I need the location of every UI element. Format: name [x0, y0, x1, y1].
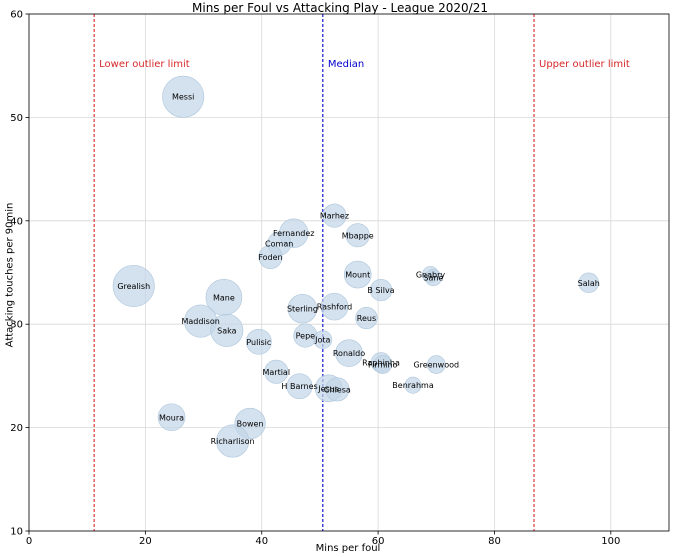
data-point-label: Mane [213, 293, 235, 302]
y-axis-label: Attacking touches per 90min [4, 202, 16, 348]
data-point-label: Rashford [317, 303, 352, 312]
data-point [216, 424, 250, 458]
data-point-label: Benrahma [392, 381, 434, 390]
x-tick-label: 20 [139, 536, 152, 547]
data-point [426, 355, 446, 374]
data-point [343, 260, 372, 289]
reference-line-label: Upper outlier limit [539, 59, 630, 70]
data-point-label: Martial [262, 368, 290, 377]
data-point-label: Moura [159, 413, 184, 422]
x-tick-label: 80 [488, 536, 501, 547]
data-point-label: Greenwood [413, 361, 459, 370]
data-point [404, 376, 422, 394]
data-point [287, 293, 318, 324]
data-point [345, 223, 370, 248]
y-tick-label: 30 [10, 320, 23, 331]
data-point-label: Marhez [320, 212, 349, 221]
y-tick-label: 10 [10, 527, 23, 538]
data-point-label: H Barnes [281, 382, 317, 391]
y-tick-label: 40 [10, 216, 23, 227]
y-tick-label: 20 [10, 423, 23, 434]
data-point [320, 292, 349, 321]
data-point [245, 328, 272, 355]
data-point-label: Richarlison [211, 437, 255, 446]
data-point [325, 377, 350, 402]
data-point [369, 278, 393, 302]
data-point-label: Saka [217, 326, 236, 335]
data-point-label: Coman [265, 240, 293, 249]
data-point-label: Pulisic [246, 338, 271, 347]
data-point-label: B Silva [367, 286, 394, 295]
data-point [258, 244, 283, 269]
data-point-label: Pepe [296, 332, 316, 341]
data-point-label: Sane [423, 274, 443, 283]
reference-lines: Lower outlier limit Median Upper outlier l… [93, 14, 630, 531]
data-point-label: Raphinha [362, 358, 400, 367]
data-point [112, 264, 155, 307]
x-tick-label: 60 [372, 536, 385, 547]
data-point [424, 269, 442, 287]
data-point [373, 355, 393, 374]
data-point-label: Sterling [287, 305, 318, 314]
x-axis-label: Mins per foul [315, 543, 381, 554]
y-tick-label: 50 [10, 113, 23, 124]
reference-line-label: Median [328, 59, 364, 70]
data-point-label: Salah [578, 279, 600, 288]
data-point [210, 313, 244, 347]
y-tick-label: 60 [10, 10, 23, 21]
data-point [264, 359, 289, 384]
data-point-label: Reus [357, 314, 376, 323]
data-point-label: Firmino [368, 361, 397, 370]
data-point [313, 330, 333, 350]
chart-title: Mins per Foul vs Attacking Play - League… [192, 1, 488, 15]
data-point-label: Foden [258, 253, 282, 262]
data-point [157, 403, 186, 432]
x-tick-label: 40 [255, 536, 268, 547]
axis-ticks: 0 20 40 60 80 100 10 20 30 40 50 60 [10, 10, 620, 548]
data-point-label: Gnabry [416, 271, 446, 280]
data-point-label: Jesus [317, 384, 339, 393]
data-point-label: Chiesa [324, 385, 351, 394]
data-point-label: Mbappe [342, 231, 374, 240]
data-point-label: Jota [314, 336, 330, 345]
x-tick-label: 0 [26, 536, 32, 547]
point-labels: Messi Grealish Marhez Fernandez Mbappe Coman F… [117, 93, 599, 446]
data-point [578, 272, 599, 294]
data-point-label: Maddison [181, 317, 219, 326]
reference-line-label: Lower outlier limit [99, 59, 190, 70]
data-point [335, 339, 363, 367]
data-point [355, 306, 378, 330]
data-point [322, 203, 347, 228]
data-point-label: Mount [345, 271, 370, 280]
plot-frame [28, 13, 670, 532]
data-points [112, 75, 599, 458]
x-tick-label: 100 [601, 536, 620, 547]
data-point-label: Grealish [117, 282, 150, 291]
data-point-label: Bowen [237, 419, 264, 428]
data-point-label: Fernandez [273, 229, 314, 238]
data-point [162, 75, 205, 118]
data-point [286, 373, 313, 400]
data-point-label: Messi [172, 93, 194, 102]
data-point-label: Ronaldo [333, 349, 365, 358]
